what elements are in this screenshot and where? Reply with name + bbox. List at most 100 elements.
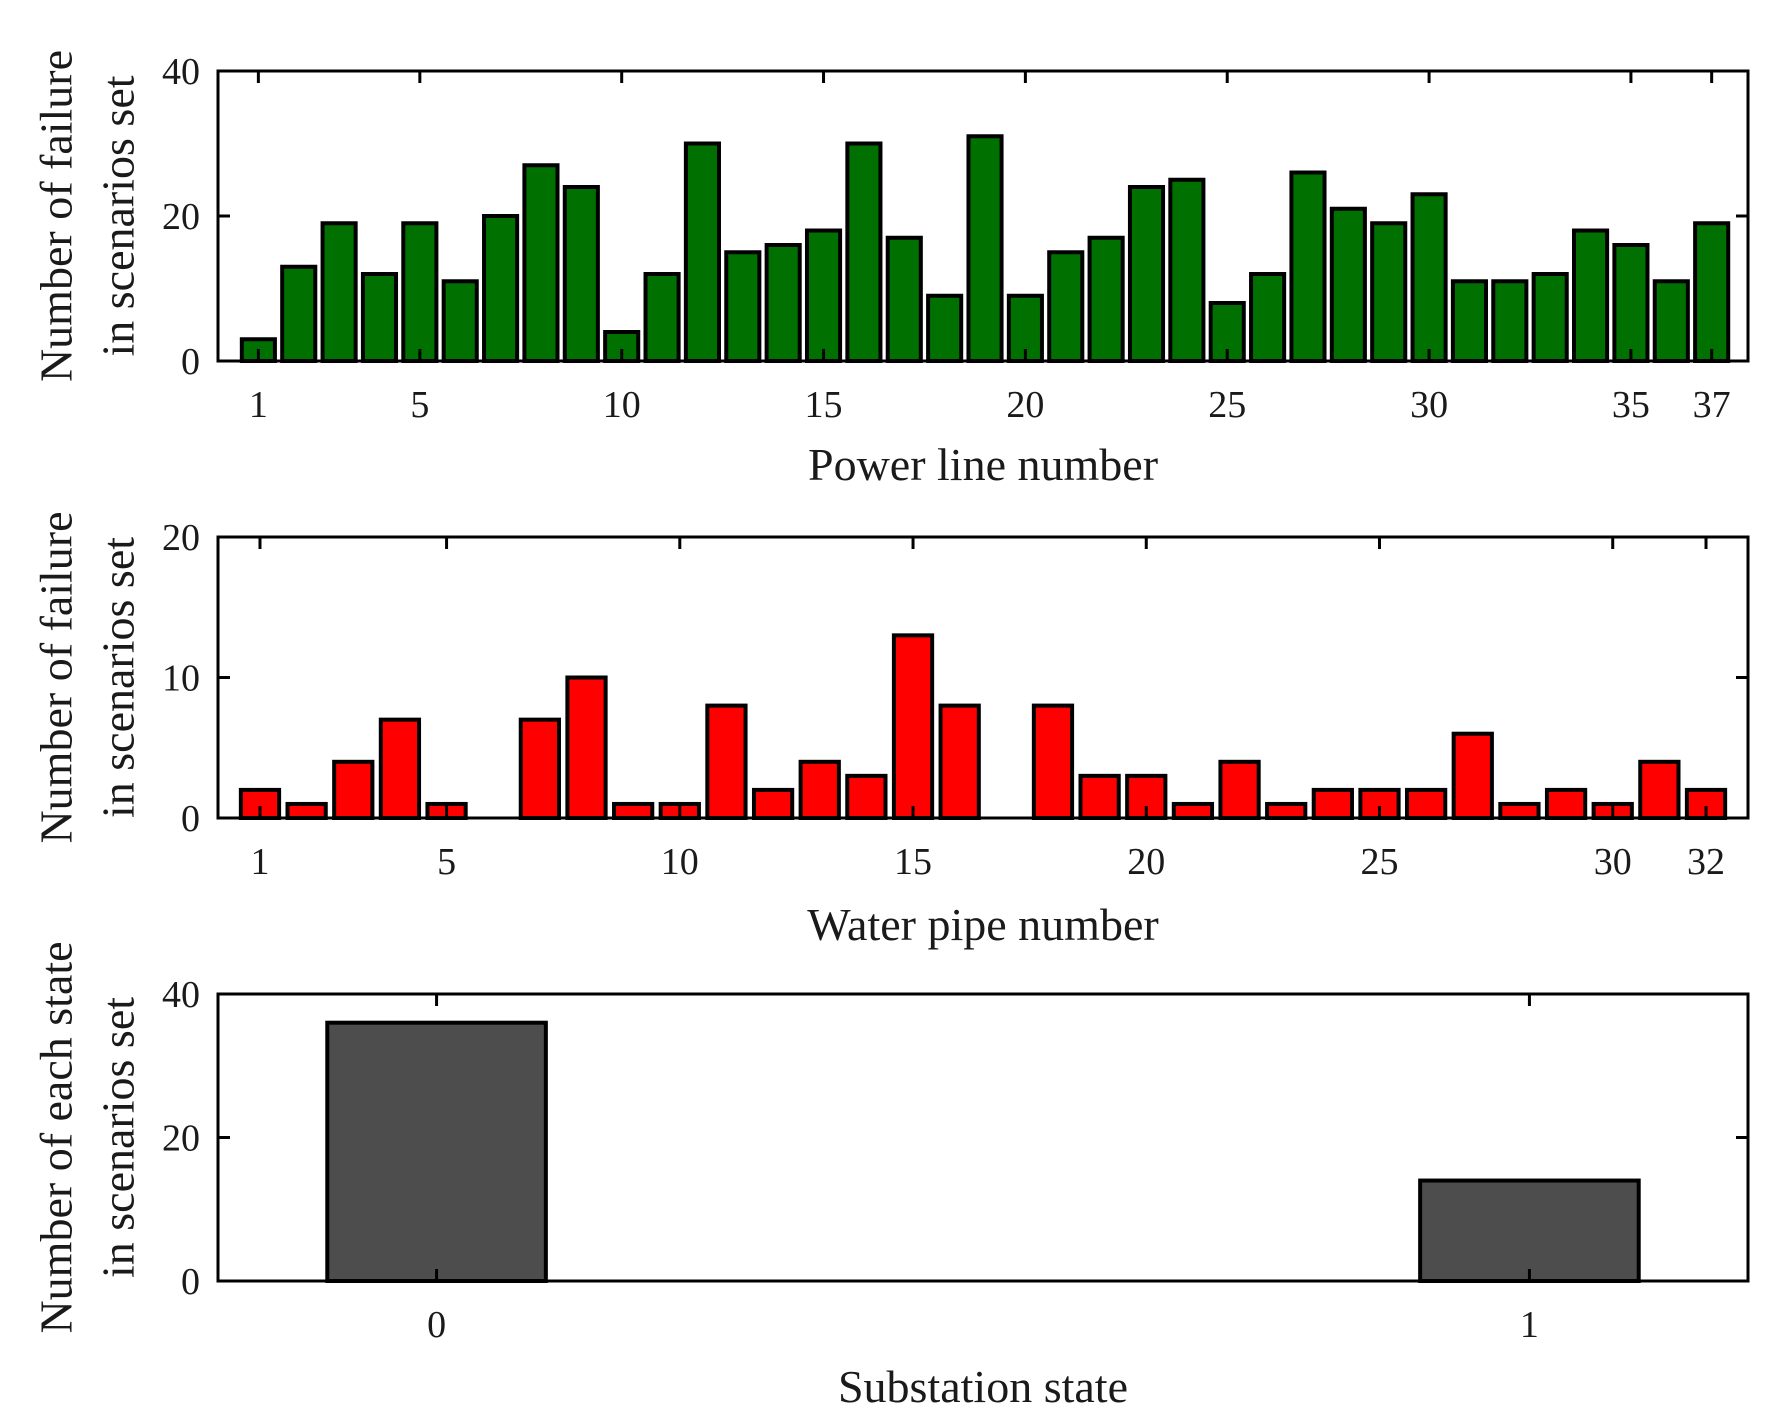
water-pipe-bar-2 bbox=[285, 801, 328, 821]
water-pipe-bar-22 bbox=[1218, 759, 1261, 820]
water-pipe-ylabel-line2: in scenarios set bbox=[93, 537, 144, 818]
power-line-ytick-label-20: 20 bbox=[162, 196, 200, 238]
substation-state-ytick-label-40: 40 bbox=[162, 974, 200, 1016]
water-pipe-xtick-label-25: 25 bbox=[1360, 841, 1398, 883]
water-pipe-xlabel: Water pipe number bbox=[807, 899, 1158, 950]
water-pipe-xtick-label-30: 30 bbox=[1594, 841, 1632, 883]
power-line-bar-28 bbox=[1329, 206, 1367, 363]
water-pipe-bar-23 bbox=[1265, 801, 1308, 821]
substation-state-ytick-label-20: 20 bbox=[162, 1118, 200, 1160]
power-line-xtick-label-10: 10 bbox=[603, 384, 641, 426]
water-pipe-bar-15 bbox=[891, 633, 935, 820]
power-line-bar-11 bbox=[643, 272, 681, 363]
power-line-bar-4 bbox=[360, 272, 399, 363]
power-line-bar-24 bbox=[1168, 177, 1206, 363]
power-line-ytick-label-0: 0 bbox=[181, 341, 200, 383]
power-line-bar-16 bbox=[845, 141, 883, 363]
power-line-xtick-label-35: 35 bbox=[1612, 384, 1650, 426]
water-pipe-ytick-label-20: 20 bbox=[162, 517, 200, 559]
power-line-bar-18 bbox=[926, 293, 964, 363]
water-pipe-ytick-label-0: 0 bbox=[181, 798, 200, 840]
water-pipe-bar-13 bbox=[798, 759, 841, 820]
power-line-bar-31 bbox=[1450, 279, 1489, 363]
power-line-bar-15 bbox=[804, 228, 843, 363]
water-pipe-bar-16 bbox=[938, 703, 981, 820]
power-line-ytick-label-40: 40 bbox=[162, 51, 200, 93]
power-line-bar-29 bbox=[1370, 221, 1408, 363]
water-pipe-bar-27 bbox=[1451, 731, 1494, 821]
water-pipe-bar-26 bbox=[1405, 787, 1448, 821]
water-pipe-bar-24 bbox=[1311, 787, 1354, 821]
power-line-bar-36 bbox=[1652, 279, 1690, 363]
water-pipe-bar-12 bbox=[751, 787, 795, 821]
power-line-bar-12 bbox=[683, 141, 721, 363]
water-pipe-xtick-label-20: 20 bbox=[1127, 841, 1165, 883]
water-pipe-bars bbox=[238, 633, 1728, 821]
power-line-bar-17 bbox=[885, 235, 923, 363]
power-line-bars bbox=[239, 134, 1731, 363]
power-line-bar-14 bbox=[764, 243, 802, 363]
water-pipe-bar-25 bbox=[1358, 787, 1401, 821]
power-line-bar-21 bbox=[1047, 250, 1085, 363]
water-pipe-xtick-label-10: 10 bbox=[661, 841, 699, 883]
water-pipe-xtick-label-32: 32 bbox=[1687, 841, 1725, 883]
water-pipe-bar-29 bbox=[1544, 787, 1588, 821]
water-pipe-bar-7 bbox=[518, 717, 561, 821]
water-pipe-bar-18 bbox=[1031, 703, 1075, 820]
substation-state-bar-1 bbox=[1418, 1178, 1641, 1284]
water-pipe-bar-28 bbox=[1498, 801, 1541, 821]
water-pipe-xtick-label-1: 1 bbox=[250, 841, 269, 883]
water-pipe-bar-9 bbox=[612, 801, 655, 821]
power-line-bar-19 bbox=[966, 134, 1004, 363]
power-line-bar-26 bbox=[1249, 272, 1287, 363]
power-line-bar-8 bbox=[522, 163, 560, 363]
power-line-ylabel-line1: Number of failure bbox=[31, 50, 82, 382]
power-line-bar-7 bbox=[482, 214, 520, 363]
power-line-bar-9 bbox=[562, 185, 600, 363]
water-pipe-ylabel-line1: Number of failure bbox=[31, 511, 82, 843]
power-line-xtick-label-1: 1 bbox=[249, 384, 268, 426]
power-line-bar-3 bbox=[320, 221, 358, 363]
water-pipe-xtick-label-5: 5 bbox=[437, 841, 456, 883]
power-line-bar-37 bbox=[1693, 221, 1731, 363]
water-pipe-xtick-label-15: 15 bbox=[894, 841, 932, 883]
power-line-xlabel: Power line number bbox=[808, 439, 1158, 490]
power-line-xtick-label-5: 5 bbox=[410, 384, 429, 426]
substation-state-bars bbox=[325, 1020, 1641, 1284]
substation-state-xtick-label-0: 0 bbox=[427, 1304, 446, 1346]
power-line-xtick-label-37: 37 bbox=[1693, 384, 1731, 426]
substation-state-ytick-label-0: 0 bbox=[181, 1261, 200, 1303]
power-line-bar-32 bbox=[1491, 279, 1529, 363]
water-pipe-bar-19 bbox=[1078, 773, 1121, 820]
substation-state-bar-0 bbox=[325, 1020, 548, 1283]
power-line-bar-30 bbox=[1410, 192, 1448, 363]
water-pipe-ytick-label-10: 10 bbox=[162, 658, 200, 700]
power-line-xtick-label-20: 20 bbox=[1006, 384, 1044, 426]
power-line-bar-22 bbox=[1087, 235, 1125, 363]
water-pipe-bar-3 bbox=[332, 759, 375, 820]
power-line-bar-5 bbox=[401, 221, 439, 363]
power-line-bar-33 bbox=[1531, 272, 1569, 363]
power-line-bar-27 bbox=[1289, 170, 1327, 363]
substation-state-ylabel-line2: in scenarios set bbox=[93, 997, 144, 1278]
substation-state-ylabel-line1: Number of each state bbox=[31, 941, 82, 1333]
power-line-bar-23 bbox=[1127, 185, 1166, 363]
power-line-xtick-label-15: 15 bbox=[805, 384, 843, 426]
power-line-xtick-label-25: 25 bbox=[1208, 384, 1246, 426]
power-line-bar-2 bbox=[280, 264, 318, 363]
power-line-xtick-label-30: 30 bbox=[1410, 384, 1448, 426]
power-line-bar-6 bbox=[441, 279, 479, 363]
water-pipe-bar-21 bbox=[1171, 801, 1215, 821]
water-pipe-bar-8 bbox=[565, 675, 608, 820]
water-pipe-bar-11 bbox=[705, 703, 748, 820]
power-line-bar-13 bbox=[724, 250, 762, 363]
water-pipe-bar-31 bbox=[1638, 759, 1681, 820]
water-pipe-bar-4 bbox=[378, 717, 422, 821]
power-line-ylabel-line2: in scenarios set bbox=[93, 75, 144, 356]
